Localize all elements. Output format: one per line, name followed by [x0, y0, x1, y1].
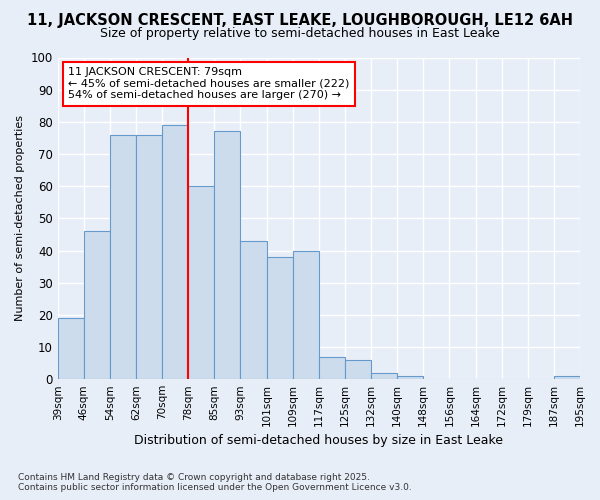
Y-axis label: Number of semi-detached properties: Number of semi-detached properties — [15, 116, 25, 322]
Bar — [214, 132, 241, 379]
Text: 11, JACKSON CRESCENT, EAST LEAKE, LOUGHBOROUGH, LE12 6AH: 11, JACKSON CRESCENT, EAST LEAKE, LOUGHB… — [27, 12, 573, 28]
X-axis label: Distribution of semi-detached houses by size in East Leake: Distribution of semi-detached houses by … — [134, 434, 503, 448]
Bar — [162, 125, 188, 379]
Bar — [554, 376, 580, 379]
Bar — [188, 186, 214, 379]
Bar — [397, 376, 424, 379]
Bar — [345, 360, 371, 379]
Bar — [241, 241, 266, 379]
Bar — [319, 356, 345, 379]
Text: 11 JACKSON CRESCENT: 79sqm
← 45% of semi-detached houses are smaller (222)
54% o: 11 JACKSON CRESCENT: 79sqm ← 45% of semi… — [68, 67, 349, 100]
Text: Contains HM Land Registry data © Crown copyright and database right 2025.
Contai: Contains HM Land Registry data © Crown c… — [18, 473, 412, 492]
Bar — [293, 250, 319, 379]
Text: Size of property relative to semi-detached houses in East Leake: Size of property relative to semi-detach… — [100, 28, 500, 40]
Bar — [58, 318, 84, 379]
Bar — [110, 134, 136, 379]
Bar — [136, 134, 162, 379]
Bar — [84, 231, 110, 379]
Bar — [371, 372, 397, 379]
Bar — [266, 257, 293, 379]
